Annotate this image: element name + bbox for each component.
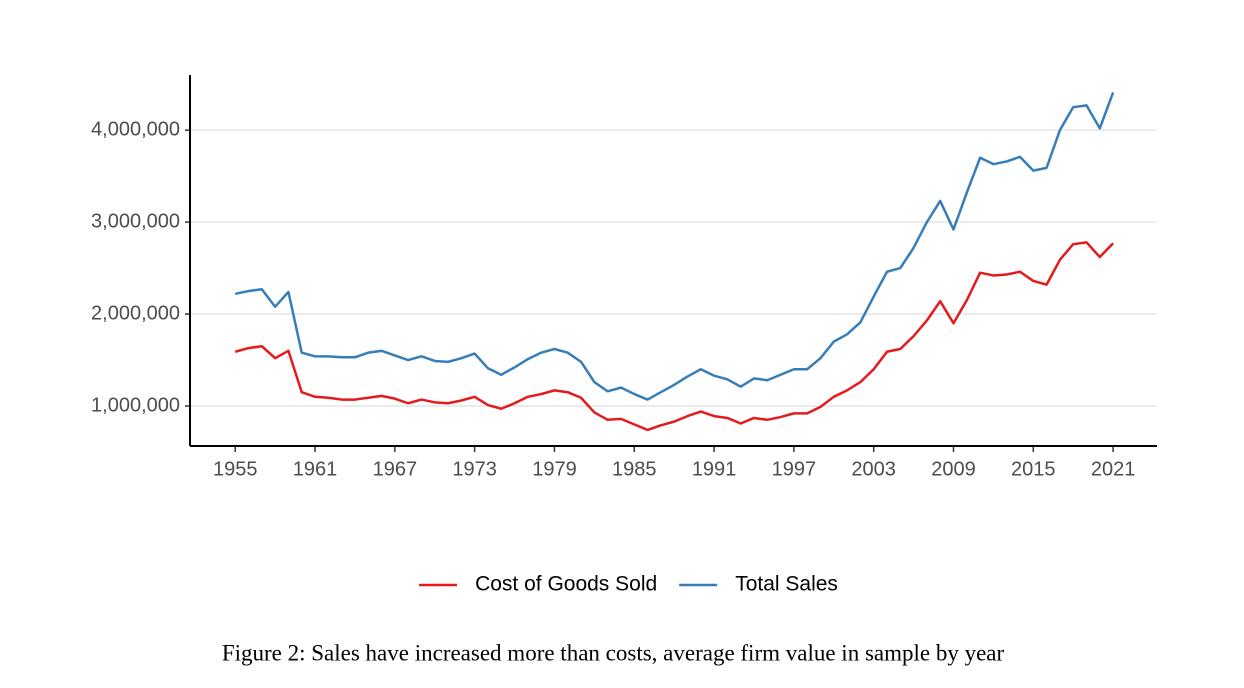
series-line <box>234 241 1115 432</box>
x-tick-label: 2009 <box>931 458 976 480</box>
y-tick-label: 2,000,000 <box>91 302 180 324</box>
legend-label: Total Sales <box>735 573 838 596</box>
x-tick-label: 1997 <box>772 458 817 480</box>
legend-label: Cost of Goods Sold <box>475 573 657 596</box>
y-tick-label: 3,000,000 <box>91 210 180 232</box>
y-tick-label: 4,000,000 <box>91 118 180 140</box>
x-tick-label: 1955 <box>213 458 258 480</box>
x-tick-label: 1967 <box>373 458 418 480</box>
x-tick-label: 1991 <box>692 458 737 480</box>
x-tick-label: 1961 <box>293 458 338 480</box>
x-tick-label: 2015 <box>1011 458 1056 480</box>
series-line <box>234 92 1115 401</box>
x-tick-label: 1973 <box>452 458 497 480</box>
y-tick-label: 1,000,000 <box>91 394 180 416</box>
x-tick-label: 1985 <box>612 458 657 480</box>
x-tick-label: 2003 <box>851 458 896 480</box>
x-tick-label: 1979 <box>532 458 577 480</box>
x-tick-label: 2021 <box>1091 458 1136 480</box>
caption: Figure 2: Sales have increased more than… <box>222 640 1005 665</box>
